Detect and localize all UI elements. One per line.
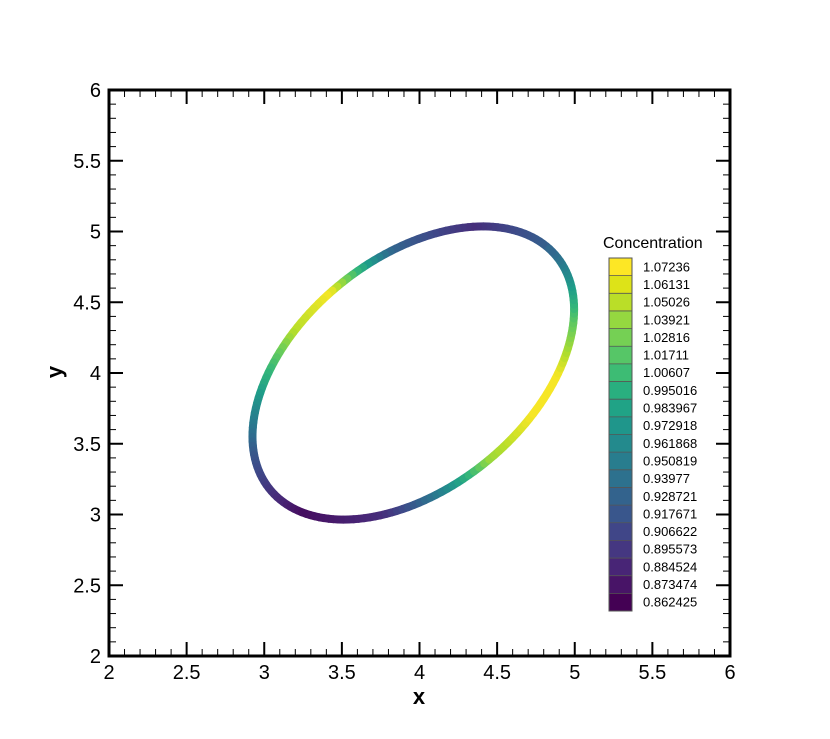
colorbar-legend: Concentration 1.07236 1.06131 1.05026 1.039…	[603, 235, 703, 612]
legend-label: 0.928721	[643, 489, 697, 504]
legend-title: Concentration	[603, 235, 703, 252]
x-tick-label: 6	[724, 662, 735, 684]
legend-swatch	[609, 310, 632, 330]
legend-swatch	[609, 416, 632, 435]
x-tick-label: 2.5	[173, 662, 201, 684]
x-tick-labels: 2 2.5 3 3.5 4 4.5 5 5.5 6	[103, 662, 735, 684]
legend-swatch	[609, 469, 632, 488]
axis-ticks	[108, 89, 731, 657]
y-tick-label: 4.5	[73, 292, 101, 314]
legend-swatch	[609, 505, 632, 524]
legend-label: 0.862425	[643, 595, 697, 610]
y-tick-labels: 2 2.5 3 3.5 4 4.5 5 5.5 6	[73, 80, 101, 668]
legend-label: 1.07236	[643, 259, 690, 274]
legend-label: 0.895573	[643, 542, 697, 557]
legend-label: 0.950819	[643, 453, 697, 468]
legend-swatch	[609, 258, 632, 277]
legend-swatches	[609, 258, 632, 612]
y-tick-label: 5.5	[73, 151, 101, 173]
x-tick-label: 2	[103, 662, 114, 684]
legend-label: 0.961868	[643, 436, 697, 451]
y-tick-label: 2	[90, 646, 101, 668]
legend-swatch	[609, 328, 632, 347]
y-tick-label: 2.5	[73, 575, 101, 597]
x-tick-label: 5.5	[638, 662, 666, 684]
legend-swatch	[609, 558, 632, 577]
legend-swatch	[609, 540, 632, 559]
legend-swatch	[609, 452, 632, 471]
legend-swatch	[609, 293, 632, 312]
legend-swatch	[609, 381, 632, 400]
legend-swatch	[609, 487, 632, 506]
legend-swatch	[609, 346, 632, 365]
y-tick-label: 5	[90, 222, 101, 244]
legend-label: 1.00607	[643, 365, 690, 380]
x-axis-title: x	[413, 684, 426, 709]
plot-frame	[107, 88, 732, 658]
legend-swatch	[609, 275, 632, 294]
legend-label: 0.884524	[643, 559, 697, 574]
concentration-ring	[248, 222, 579, 524]
x-tick-label: 5	[569, 662, 580, 684]
legend-frame	[608, 257, 633, 612]
x-tick-label: 4.5	[483, 662, 511, 684]
legend-label: 0.906622	[643, 524, 697, 539]
y-tick-label: 4	[90, 363, 101, 385]
legend-label: 1.06131	[643, 277, 690, 292]
y-tick-label: 3	[90, 505, 101, 527]
x-tick-label: 3.5	[328, 662, 356, 684]
legend-label: 1.05026	[643, 295, 690, 310]
legend-labels: 1.07236 1.06131 1.05026 1.03921 1.02816 1.017…	[643, 259, 697, 609]
legend-label: 0.917671	[643, 506, 697, 521]
x-tick-label: 3	[259, 662, 270, 684]
legend-label: 0.873474	[643, 577, 697, 592]
legend-swatch	[609, 593, 632, 612]
legend-label: 0.995016	[643, 383, 697, 398]
legend-swatch	[609, 522, 632, 541]
legend-label: 0.972918	[643, 418, 697, 433]
x-tick-label: 4	[414, 662, 425, 684]
legend-label: 1.03921	[643, 312, 690, 327]
legend-label: 0.983967	[643, 401, 697, 416]
legend-swatch	[609, 575, 632, 594]
legend-label: 0.93977	[643, 471, 690, 486]
legend-swatch	[609, 399, 632, 418]
ring-segment	[545, 244, 557, 256]
y-tick-label: 3.5	[73, 434, 101, 456]
legend-label: 1.02816	[643, 330, 690, 345]
y-axis-title: y	[42, 365, 67, 378]
y-tick-label: 6	[90, 80, 101, 102]
legend-swatch	[609, 434, 632, 453]
legend-label: 1.01711	[643, 348, 689, 363]
legend-swatch	[609, 363, 632, 383]
